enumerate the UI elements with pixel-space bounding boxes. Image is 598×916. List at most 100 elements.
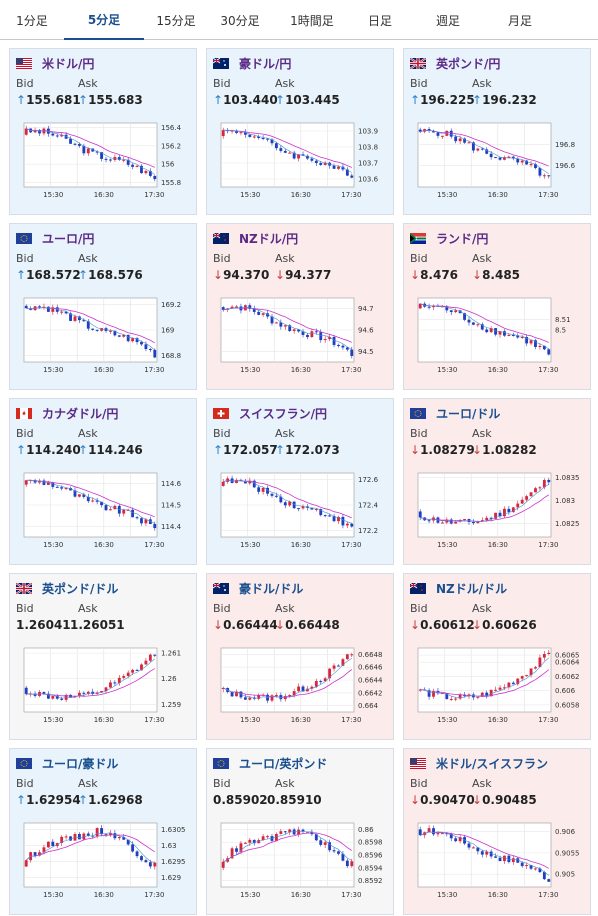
candle — [350, 349, 354, 356]
tab-6[interactable]: 日足 — [367, 13, 392, 28]
card-title[interactable]: 米ドル/スイスフラン — [410, 755, 548, 771]
card-title[interactable]: カナダドル/円 — [16, 405, 118, 421]
candle — [310, 331, 314, 338]
candle — [126, 334, 130, 342]
price-chart[interactable]: 8.51 8.5 15:30 16:30 17:30 — [410, 290, 580, 382]
au-flag-icon — [212, 582, 229, 594]
candle — [95, 329, 99, 331]
candle — [350, 175, 354, 178]
y-tick-label: 172.4 — [358, 502, 379, 510]
card-title[interactable]: 豪ドル/円 — [212, 55, 291, 71]
price-chart[interactable]: 0.6648 0.6646 0.6644 0.6642 0.664 15:30 16:30 1… — [213, 640, 383, 732]
currency-card[interactable]: ユーロ/英ポンド Bid Ask 0.85902 0.85910 0.86 0.8598 0.… — [206, 748, 394, 915]
arrow-up-icon: ↑ — [78, 268, 89, 282]
tab-7[interactable]: 週足 — [435, 13, 460, 28]
candle — [109, 159, 112, 161]
tab-5[interactable]: 1時間足 — [290, 13, 334, 28]
candle — [230, 691, 234, 697]
tab-1[interactable]: 1分足 — [16, 13, 48, 28]
card-title[interactable]: 豪ドル/ドル — [212, 580, 303, 596]
currency-card[interactable]: 豪ドル/ドル Bid Ask ↓0.66444 ↓0.66448 0.6648 0.6646… — [206, 573, 394, 740]
candle — [449, 130, 453, 137]
price-chart[interactable]: 0.86 0.8598 0.8596 0.8594 0.8592 15:30 16:30 17… — [213, 815, 383, 907]
currency-card[interactable]: 米ドル/円 Bid Ask ↑155.681 ↑155.683 156.4 156.2 156… — [9, 48, 197, 215]
au-flag-icon — [212, 57, 229, 69]
arrow-up-icon: ↑ — [410, 93, 421, 107]
currency-card[interactable]: 豪ドル/円 Bid Ask ↑103.440 ↑103.445 103.9 103.8 103… — [206, 48, 394, 215]
x-tick-label: 17:30 — [538, 191, 558, 199]
price-chart[interactable]: 0.906 0.9055 0.905 15:30 16:30 17:30 — [410, 815, 580, 907]
candle — [323, 678, 327, 682]
price-chart[interactable]: 1.6305 1.63 1.6295 1.629 15:30 16:30 17:30 — [16, 815, 186, 907]
candle — [153, 523, 157, 529]
currency-card[interactable]: 米ドル/スイスフラン Bid Ask ↓0.90470 ↓0.90485 0.906 0.9… — [403, 748, 591, 915]
card-title[interactable]: 米ドル/円 — [16, 55, 94, 71]
short-moving-average-line — [26, 832, 155, 864]
candle — [511, 858, 515, 863]
x-tick-label: 16:30 — [94, 366, 114, 374]
arrow-up-icon: ↑ — [78, 93, 89, 107]
currency-card[interactable]: NZドル/ドル Bid Ask ↓0.60612 ↓0.60626 0.6065 0.606… — [403, 573, 591, 740]
bid-value: 0.85902 — [213, 793, 268, 807]
candle — [314, 509, 318, 511]
y-tick-label: 0.8594 — [358, 864, 383, 872]
currency-card[interactable]: ユーロ/ドル Bid Ask ↓1.08279 ↓1.08282 1.0835 1.083 1… — [403, 398, 591, 565]
pair-name: ユーロ/豪ドル — [42, 756, 119, 771]
tab-4[interactable]: 30分足 — [220, 13, 260, 28]
card-title[interactable]: ユーロ/豪ドル — [16, 755, 118, 771]
currency-card[interactable]: カナダドル/円 Bid Ask ↑114.240 ↑114.246 114.6 114.5 1… — [9, 398, 197, 565]
currency-card[interactable]: 英ポンド/ドル Bid Ask 1.26041 1.26051 1.261 1.26 1.25… — [9, 573, 197, 740]
tab-2[interactable]: 5分足 — [64, 0, 144, 40]
y-tick-label: 103.7 — [358, 160, 378, 168]
arrow-down-icon: ↓ — [472, 268, 483, 282]
candle — [60, 698, 64, 700]
candle — [144, 660, 148, 665]
candle — [144, 860, 148, 863]
card-title[interactable]: NZドル/円 — [212, 230, 298, 246]
candle — [42, 480, 46, 485]
candle — [148, 519, 152, 524]
tab-8[interactable]: 月足 — [507, 13, 532, 28]
card-title[interactable]: 英ポンド/ドル — [15, 580, 118, 596]
price-chart[interactable]: 94.7 94.6 94.5 15:30 16:30 17:30 — [213, 290, 383, 382]
card-title[interactable]: ユーロ/ドル — [410, 405, 500, 421]
bid-price: 114.240 — [26, 443, 81, 457]
card-title[interactable]: 英ポンド/円 — [409, 55, 500, 71]
card-title[interactable]: ユーロ/英ポンド — [213, 755, 327, 771]
card-title[interactable]: NZドル/ドル — [409, 580, 507, 596]
price-chart[interactable]: 103.9 103.8 103.7 103.6 15:30 16:30 17:30 — [213, 115, 383, 207]
price-chart[interactable]: 114.6 114.5 114.4 15:30 16:30 17:30 — [16, 465, 186, 557]
price-chart[interactable]: 156.4 156.2 156 155.8 15:30 16:30 17:30 — [16, 115, 186, 207]
currency-card[interactable]: ユーロ/豪ドル Bid Ask ↑1.62954 ↑1.62968 1.6305 1.63 1… — [9, 748, 197, 915]
candle — [449, 833, 453, 839]
x-tick-label: 15:30 — [43, 366, 63, 374]
y-tick-label: 0.6058 — [555, 701, 580, 709]
currency-card[interactable]: 英ポンド/円 Bid Ask ↑196.225 ↑196.232 196.8 196.6 15… — [403, 48, 591, 215]
card-title[interactable]: ランド/円 — [410, 230, 488, 246]
card-title[interactable]: スイスフラン/円 — [213, 405, 327, 421]
candle — [86, 691, 90, 694]
ask-value: 1.26051 — [70, 618, 125, 632]
price-chart[interactable]: 0.6065 0.6064 0.6062 0.606 0.6058 15:30 16:30 1… — [410, 640, 580, 732]
candle — [471, 847, 475, 849]
candle — [440, 522, 444, 524]
price-chart[interactable]: 1.261 1.26 1.259 15:30 16:30 17:30 — [16, 640, 186, 732]
price-chart[interactable]: 1.0835 1.083 1.0825 15:30 16:30 17:30 — [410, 465, 580, 557]
x-tick-label: 16:30 — [291, 891, 311, 899]
currency-card[interactable]: NZドル/円 Bid Ask ↓94.370 ↓94.377 94.7 94.6 94.5 15… — [206, 223, 394, 390]
price-chart[interactable]: 169.2 169 168.8 15:30 16:30 17:30 — [16, 290, 186, 382]
candle — [418, 689, 422, 691]
x-tick-label: 16:30 — [488, 891, 508, 899]
price-chart[interactable]: 196.8 196.6 15:30 16:30 17:30 — [410, 115, 580, 207]
currency-card[interactable]: ユーロ/円 Bid Ask ↑168.572 ↑168.576 169.2 169 168.8… — [9, 223, 197, 390]
price-chart[interactable]: 172.6 172.4 172.2 15:30 16:30 17:30 — [213, 465, 383, 557]
currency-card[interactable]: ランド/円 Bid Ask ↓8.476 ↓8.485 8.51 8.5 15:30 16:30… — [403, 223, 591, 390]
moving-average-line — [26, 128, 155, 168]
candle — [69, 138, 72, 144]
candle — [252, 136, 256, 138]
card-title[interactable]: ユーロ/円 — [16, 230, 94, 246]
tab-3[interactable]: 15分足 — [156, 13, 196, 28]
currency-card[interactable]: スイスフラン/円 Bid Ask ↑172.057 ↑172.073 172.6 172.4… — [206, 398, 394, 565]
candle — [538, 657, 542, 668]
candle — [122, 509, 126, 514]
